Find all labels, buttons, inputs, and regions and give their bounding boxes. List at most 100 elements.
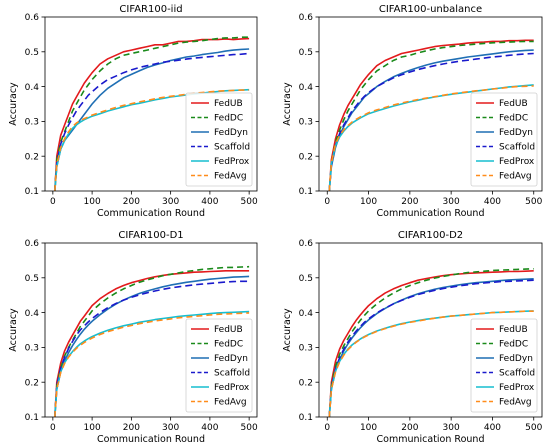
legend-label: Scaffold	[499, 369, 535, 379]
y-tick-label: 0.1	[299, 187, 313, 197]
legend-label: FedUB	[214, 325, 243, 335]
legend-label: FedProx	[499, 157, 535, 167]
x-tick-label: 500	[241, 197, 258, 207]
x-axis-label: Communication Round	[377, 434, 485, 445]
x-tick-label: 400	[484, 423, 501, 433]
series-lines	[54, 265, 250, 417]
axes-frame	[318, 16, 543, 192]
x-tick-label: 0	[50, 423, 56, 433]
legend-box	[470, 318, 538, 413]
y-tick-label: 0.5	[299, 48, 313, 58]
series-line-fedub	[328, 39, 534, 191]
x-tick-label: 200	[123, 423, 140, 433]
y-tick-label: 0.4	[299, 83, 314, 93]
x-tick-label: 500	[241, 423, 258, 433]
chart-title: CIFAR100-iid	[119, 4, 182, 15]
legend-label: FedAvg	[214, 398, 247, 408]
x-tick-label: 200	[401, 423, 418, 433]
legend-label: FedDyn	[214, 128, 248, 138]
y-axis-label: Accuracy	[282, 308, 293, 352]
legend-label: FedDyn	[499, 128, 533, 138]
series-line-fedavg	[328, 85, 534, 191]
y-tick-label: 0.4	[25, 83, 40, 93]
chart-title: CIFAR100-D1	[118, 230, 183, 241]
x-tick-label: 400	[201, 423, 218, 433]
chart-panel-1: 0 100 200 300 400 500 0.1 0.2 0.3 0.4 0.5 0.6 CIFAR1…	[8, 4, 258, 219]
series-line-fedavg	[54, 312, 250, 417]
x-tick-label: 300	[443, 423, 460, 433]
y-tick-label: 0.1	[25, 413, 39, 423]
series-lines	[328, 39, 534, 191]
x-tick-label: 300	[162, 423, 179, 433]
legend-label: FedUB	[214, 99, 243, 109]
y-tick-label: 0.2	[25, 152, 39, 162]
axes-frame	[44, 242, 258, 418]
legend: FedUB FedDC FedDyn Scaffold FedProx FedAvg	[470, 318, 538, 413]
legend-label: FedAvg	[214, 172, 247, 182]
x-tick-label: 300	[162, 197, 179, 207]
axes-frame	[44, 16, 258, 192]
y-tick-label: 0.3	[299, 118, 313, 128]
legend-label: FedAvg	[499, 398, 532, 408]
y-tick-label: 0.1	[299, 413, 313, 423]
x-tick-label: 0	[50, 197, 56, 207]
y-tick-label: 0.5	[299, 274, 313, 284]
axes-frame	[318, 242, 543, 418]
x-tick-label: 200	[123, 197, 140, 207]
series-line-feddyn	[328, 49, 534, 191]
legend-label: Scaffold	[214, 369, 250, 379]
series-line-fedavg	[54, 89, 250, 191]
y-tick-label: 0.3	[25, 118, 39, 128]
y-tick-label: 0.4	[25, 309, 40, 319]
y-tick-label: 0.3	[25, 344, 39, 354]
y-axis-label: Accuracy	[8, 82, 19, 126]
x-tick-label: 300	[443, 197, 460, 207]
series-lines	[328, 268, 534, 417]
x-tick-label: 500	[525, 197, 542, 207]
x-tick-label: 100	[360, 423, 377, 433]
y-tick-label: 0.6	[299, 13, 314, 23]
y-axis-label: Accuracy	[282, 82, 293, 126]
series-line-fedub	[328, 270, 534, 417]
legend-label: FedDyn	[499, 354, 533, 364]
series-line-fedprox	[54, 310, 250, 417]
legend-box	[470, 92, 538, 187]
chart-panel-3: 0 100 200 300 400 500 0.1 0.2 0.3 0.4 0.5 0.6 CIFAR1…	[8, 230, 258, 445]
series-line-fedavg	[328, 310, 534, 417]
series-line-feddyn	[54, 48, 250, 191]
y-tick-label: 0.6	[25, 239, 40, 249]
legend-label: FedUB	[499, 99, 528, 109]
x-tick-label: 400	[201, 197, 218, 207]
chart-panel-4: 0 100 200 300 400 500 0.1 0.2 0.3 0.4 0.5 0.6 CIFAR1…	[282, 230, 543, 445]
series-line-fedub	[54, 269, 250, 417]
x-tick-label: 100	[360, 197, 377, 207]
legend-label: Scaffold	[214, 143, 250, 153]
x-tick-label: 0	[324, 197, 330, 207]
x-axis-label: Communication Round	[377, 208, 485, 219]
series-line-scaffold	[328, 279, 534, 417]
y-tick-label: 0.6	[25, 13, 40, 23]
series-lines	[54, 36, 250, 191]
series-line-fedub	[54, 37, 250, 191]
x-tick-label: 500	[525, 423, 542, 433]
series-line-scaffold	[54, 52, 250, 191]
y-tick-label: 0.5	[25, 48, 39, 58]
x-tick-label: 100	[84, 197, 101, 207]
legend-label: FedProx	[214, 383, 250, 393]
legend-label: Scaffold	[499, 143, 535, 153]
y-tick-label: 0.4	[299, 309, 314, 319]
legend-label: FedDC	[214, 114, 243, 124]
x-tick-label: 400	[484, 197, 501, 207]
x-axis-label: Communication Round	[97, 434, 205, 445]
y-tick-label: 0.1	[25, 187, 39, 197]
y-tick-label: 0.6	[299, 239, 314, 249]
x-tick-label: 0	[324, 423, 330, 433]
legend-label: FedDC	[499, 114, 528, 124]
legend: FedUB FedDC FedDyn Scaffold FedProx FedAvg	[185, 318, 253, 413]
legend-label: FedUB	[499, 325, 528, 335]
y-axis-label: Accuracy	[8, 308, 19, 352]
chart-title: CIFAR100-D2	[398, 230, 463, 241]
x-tick-label: 200	[401, 197, 418, 207]
x-axis-label: Communication Round	[97, 208, 205, 219]
